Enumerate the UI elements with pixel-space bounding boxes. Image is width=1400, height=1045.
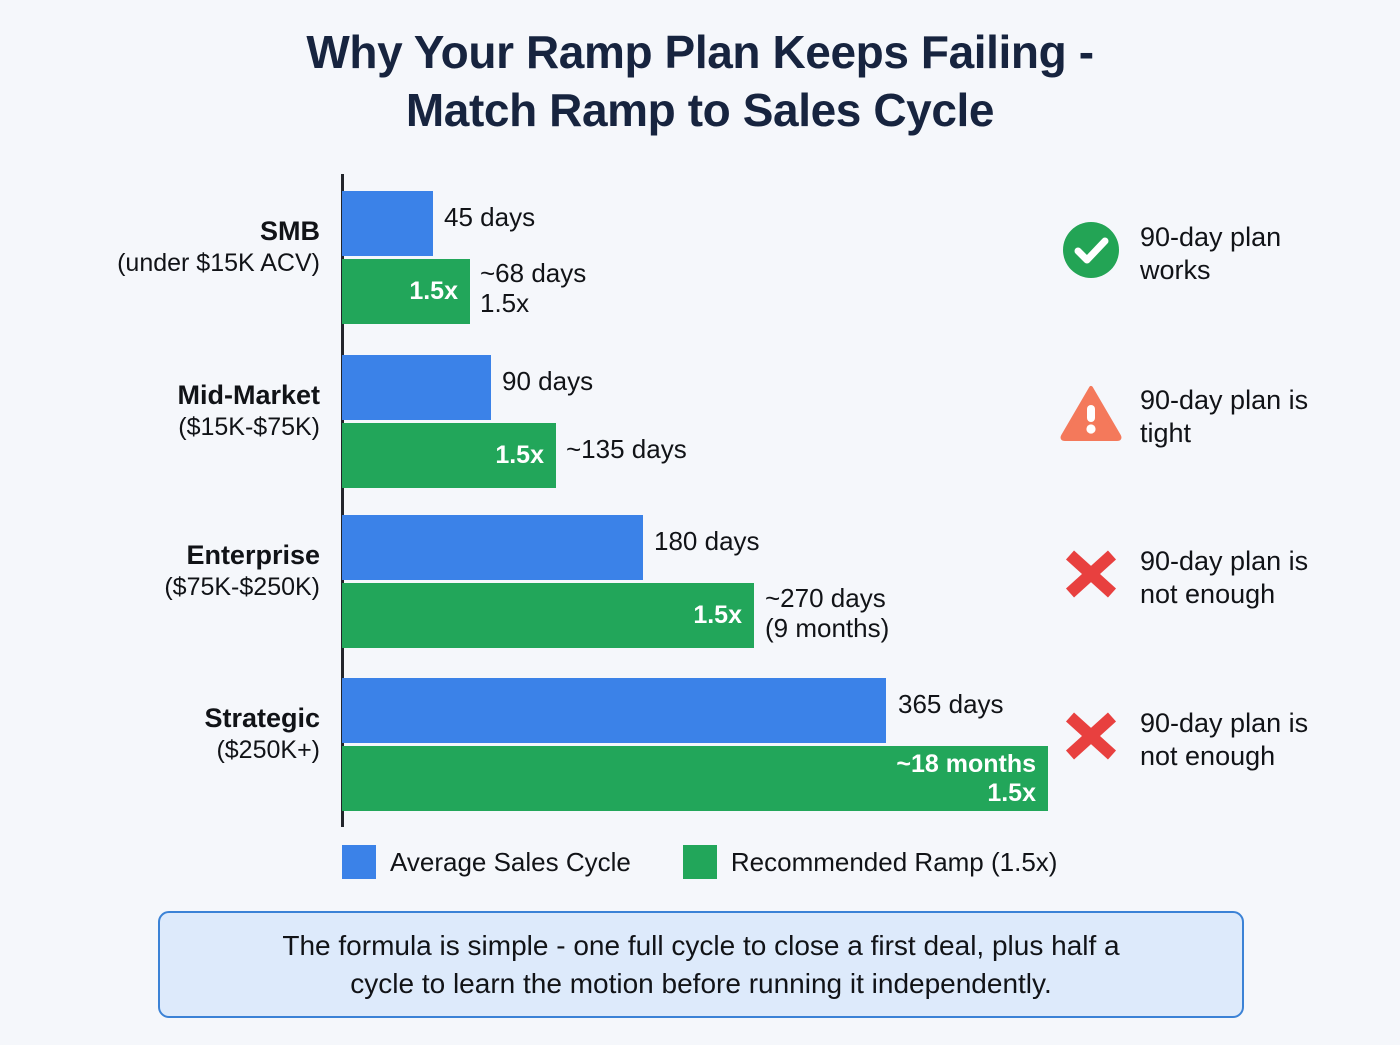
verdict-annotation-line: 90-day plan is: [1140, 708, 1309, 738]
x-mark-icon: [1065, 550, 1117, 598]
bar-inner-label-line: 1.5x: [409, 277, 458, 306]
formula-callout-box: The formula is simple - one full cycle t…: [158, 911, 1244, 1018]
legend-item[interactable]: Recommended Ramp (1.5x): [682, 845, 1058, 879]
bar-value-label: 365 days: [898, 689, 1004, 719]
category-label: SMB (under $15K ACV): [0, 215, 320, 278]
bar-inner-label-line: 1.5x: [987, 778, 1036, 807]
check-circle-icon: [1063, 222, 1119, 278]
legend-swatch-icon: [682, 845, 717, 879]
bar-recommended-ramp[interactable]: ~18 months 1.5x: [342, 746, 1048, 811]
category-label-main: SMB: [260, 216, 320, 246]
category-label-sub: ($250K+): [216, 735, 320, 764]
bar-recommended-ramp[interactable]: 1.5x: [342, 259, 470, 324]
category-label-main: Mid-Market: [177, 380, 320, 410]
bar-sales-cycle[interactable]: [342, 515, 643, 580]
x-mark-icon: [1065, 712, 1117, 760]
bar-value-label-line: ~68 days: [480, 258, 587, 288]
bar-inner-label: 1.5x: [693, 601, 754, 630]
y-axis-line: [341, 174, 344, 827]
category-label: Enterprise ($75K-$250K): [0, 539, 320, 602]
verdict-annotation-line: works: [1140, 254, 1211, 285]
legend-swatch-icon: [342, 845, 376, 879]
verdict-annotation: 90-day plan is not enough: [1060, 705, 1308, 773]
category-label-sub: (under $15K ACV): [117, 248, 320, 277]
bar-inner-label-line: 1.5x: [495, 441, 544, 470]
legend-label: Average Sales Cycle: [390, 846, 631, 877]
category-label-main: Strategic: [204, 703, 320, 733]
bar-inner-label: 1.5x: [409, 277, 470, 306]
page-title-line-2: Match Ramp to Sales Cycle: [405, 83, 995, 136]
bar-sales-cycle[interactable]: [342, 678, 886, 743]
bar-value-label-line: 90 days: [502, 366, 594, 396]
chart-legend: Average Sales Cycle Recommended Ramp (1.5…: [342, 845, 1057, 879]
bar-value-label-line: (9 months): [765, 613, 890, 644]
category-label: Mid-Market ($15K-$75K): [0, 379, 320, 442]
legend-item[interactable]: Average Sales Cycle: [342, 845, 631, 879]
bar-value-label-line: ~135 days: [566, 434, 687, 464]
verdict-annotation-line: not enough: [1140, 740, 1276, 771]
bar-value-label: ~135 days: [566, 434, 687, 464]
verdict-annotation-text: 90-day plan is tight: [1140, 382, 1308, 450]
verdict-annotation-line: 90-day plan is: [1140, 385, 1309, 415]
verdict-annotation-text: 90-day plan is not enough: [1140, 705, 1308, 773]
bar-inner-label: 1.5x: [495, 441, 556, 470]
verdict-annotation-line: not enough: [1140, 578, 1276, 609]
page-title-line-1: Why Your Ramp Plan Keeps Failing -: [306, 26, 1094, 78]
bar-value-label-line: 180 days: [654, 526, 760, 556]
bar-recommended-ramp[interactable]: 1.5x: [342, 423, 556, 488]
verdict-annotation-text: 90-day plan works: [1140, 219, 1281, 287]
category-label-sub: ($75K-$250K): [164, 572, 320, 601]
bar-value-label-line: ~270 days: [765, 583, 886, 613]
verdict-annotation: 90-day plan works: [1060, 219, 1281, 287]
category-label-main: Enterprise: [186, 540, 320, 570]
category-label-sub: ($15K-$75K): [178, 412, 320, 441]
bar-value-label: ~270 days (9 months): [765, 583, 889, 644]
bar-inner-label-line: ~18 months: [896, 749, 1036, 778]
verdict-annotation-line: tight: [1140, 417, 1192, 448]
legend-label: Recommended Ramp (1.5x): [730, 846, 1058, 877]
verdict-annotation-line: 90-day plan is: [1140, 546, 1309, 576]
bar-sales-cycle[interactable]: [342, 191, 433, 256]
verdict-annotation-line: 90-day plan: [1140, 222, 1282, 252]
verdict-annotation: 90-day plan is tight: [1060, 382, 1308, 450]
bar-value-label: 90 days: [502, 366, 593, 396]
formula-callout-line-1: The formula is simple - one full cycle t…: [282, 929, 1120, 961]
bar-recommended-ramp[interactable]: 1.5x: [342, 583, 754, 648]
bar-inner-label: ~18 months 1.5x: [896, 750, 1048, 808]
verdict-annotation: 90-day plan is not enough: [1060, 543, 1308, 611]
bar-value-label: 180 days: [654, 526, 760, 556]
verdict-annotation-text: 90-day plan is not enough: [1140, 543, 1308, 611]
formula-callout-line-2: cycle to learn the motion before running…: [350, 967, 1052, 999]
page-title: Why Your Ramp Plan Keeps Failing - Match…: [0, 24, 1400, 139]
bar-value-label: ~68 days 1.5x: [480, 258, 586, 319]
bar-value-label-line: 365 days: [898, 689, 1004, 719]
category-label: Strategic ($250K+): [0, 702, 320, 765]
bar-inner-label-line: 1.5x: [693, 601, 742, 630]
bar-value-label: 45 days: [444, 202, 535, 232]
formula-callout-text: The formula is simple - one full cycle t…: [256, 927, 1145, 1003]
bar-value-label-line: 1.5x: [480, 288, 530, 319]
bar-value-label-line: 45 days: [444, 202, 536, 232]
warning-triangle-icon: [1060, 386, 1122, 441]
bar-sales-cycle[interactable]: [342, 355, 491, 420]
